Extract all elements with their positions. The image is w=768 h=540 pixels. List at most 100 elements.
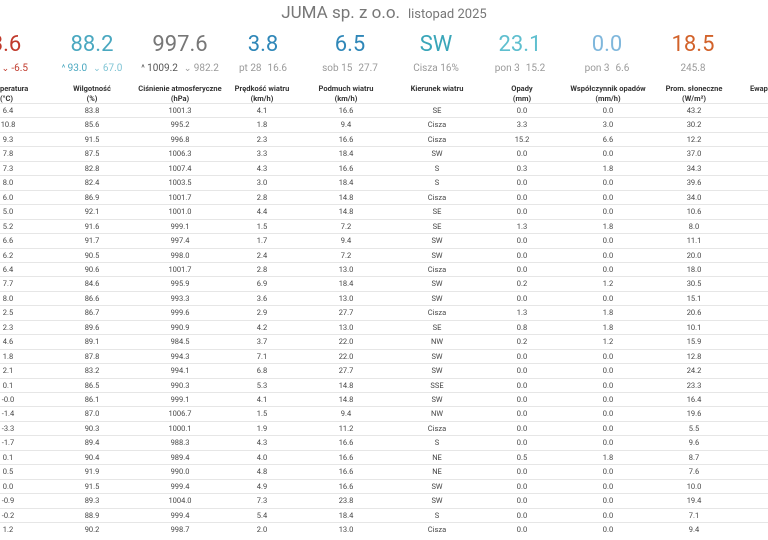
column-unit: (mm) xyxy=(512,94,532,103)
cell: 8.7 xyxy=(688,452,700,462)
row-divider xyxy=(0,420,768,422)
cell: 1.9 xyxy=(256,423,268,433)
cell: 0.2 xyxy=(516,337,528,347)
column-unit: (hPa) xyxy=(170,94,190,103)
column-header: Ciśnienie atmosferyczne (hPa) xyxy=(138,84,221,104)
cell: 5.5 xyxy=(688,423,700,433)
cell: 82.4 xyxy=(84,178,100,188)
cell: 89.1 xyxy=(84,337,100,347)
cell: 7.7 xyxy=(2,279,14,289)
cell: 22.0 xyxy=(338,351,354,361)
cell: 7.1 xyxy=(256,351,268,361)
column-header: Opady (mm) xyxy=(511,84,532,104)
cell: 4.8 xyxy=(256,467,268,477)
cell: NE xyxy=(432,452,442,462)
summary-low: 67.0 xyxy=(93,63,122,74)
row-divider xyxy=(0,377,768,379)
cell: 1.8 xyxy=(602,322,614,332)
cell: 999.4 xyxy=(170,510,190,520)
cell: 1001.7 xyxy=(168,264,192,274)
cell: 9.4 xyxy=(340,409,352,419)
cell: 6.4 xyxy=(2,264,14,274)
cell: 999.1 xyxy=(170,221,190,231)
cell: 9.4 xyxy=(340,120,352,130)
row-divider xyxy=(0,449,768,451)
cell: 0.0 xyxy=(602,409,614,419)
cell: 91.5 xyxy=(84,134,100,144)
column-header: Ewap xyxy=(750,84,768,94)
cell: Cisza xyxy=(427,264,447,274)
cell: 4.3 xyxy=(256,438,268,448)
cell: SW xyxy=(431,236,443,246)
summary-note: Cisza 16% xyxy=(413,63,459,74)
cell: 37.0 xyxy=(686,149,702,159)
cell: 20.6 xyxy=(686,308,702,318)
cell: 14.8 xyxy=(338,395,354,404)
cell: 6.0 xyxy=(2,192,14,202)
cell: 85.6 xyxy=(84,120,100,130)
cell: 993.3 xyxy=(170,293,190,303)
cell: -0.0 xyxy=(1,395,15,404)
cell: SW xyxy=(431,149,443,159)
summary-low: -6.5 xyxy=(2,63,28,74)
cell: 5.0 xyxy=(2,207,14,217)
cell: SW xyxy=(431,351,443,361)
cell: 0.0 xyxy=(602,395,614,404)
cell: 0.0 xyxy=(602,250,614,260)
cell: 1.8 xyxy=(602,452,614,462)
cell: 14.8 xyxy=(338,380,354,390)
row-divider xyxy=(0,189,768,191)
summary-detail: Cisza 16% xyxy=(410,63,462,74)
cell: 994.1 xyxy=(170,366,190,376)
cell: 13.0 xyxy=(338,525,354,535)
cell: 999.4 xyxy=(170,481,190,491)
cell: 13.0 xyxy=(338,322,354,332)
cell: 1.8 xyxy=(602,308,614,318)
cell: 0.0 xyxy=(516,481,528,491)
cell: 16.6 xyxy=(338,467,354,477)
cell: 10.1 xyxy=(686,322,702,332)
cell: 999.6 xyxy=(170,308,190,318)
cell: SW xyxy=(431,279,443,289)
cell: 87.5 xyxy=(84,149,100,159)
row-divider xyxy=(0,175,768,177)
cell: 19.4 xyxy=(686,496,702,506)
row-divider xyxy=(0,363,768,365)
row-divider xyxy=(0,507,768,509)
cell: 9.4 xyxy=(340,236,352,246)
cell: 0.0 xyxy=(602,510,614,520)
cell: 1.2 xyxy=(2,525,14,535)
cell: 0.0 xyxy=(516,525,528,535)
cell: 83.8 xyxy=(84,106,100,115)
column-header: Podmuch wiatru (km/h) xyxy=(319,84,374,104)
cell: 8.0 xyxy=(2,293,14,303)
row-divider xyxy=(0,146,768,148)
cell: 0.0 xyxy=(602,366,614,376)
cell: 82.8 xyxy=(84,163,100,173)
row-divider xyxy=(0,334,768,336)
cell: 4.6 xyxy=(2,337,14,347)
summary-detail: 1009.2 982.2 xyxy=(138,63,222,74)
column-unit: (W/m²) xyxy=(681,94,707,103)
cell: 13.0 xyxy=(338,293,354,303)
cell: 3.7 xyxy=(256,337,268,347)
cell: 7.6 xyxy=(688,467,700,477)
summary-value: 3.8 xyxy=(247,32,279,57)
cell: Cisza xyxy=(427,525,447,535)
summary-max: 16.6 xyxy=(267,63,288,74)
cell: 90.5 xyxy=(84,250,100,260)
cell: 0.0 xyxy=(516,438,528,448)
column-name: Prom. słoneczne xyxy=(665,84,723,93)
cell: S xyxy=(434,510,440,520)
summary-detail: 8-6.5 xyxy=(0,63,31,74)
cell: 89.3 xyxy=(84,496,100,506)
column-header: peratura (°C) xyxy=(0,84,28,104)
cell: 1006.7 xyxy=(168,409,192,419)
row-divider xyxy=(0,478,768,480)
cell: 0.8 xyxy=(516,322,528,332)
cell: 7.2 xyxy=(340,221,352,231)
cell: 2.1 xyxy=(2,366,14,376)
summary-high: 93.0 xyxy=(62,63,88,74)
cell: 0.0 xyxy=(516,149,528,159)
cell: 4.1 xyxy=(256,395,268,404)
